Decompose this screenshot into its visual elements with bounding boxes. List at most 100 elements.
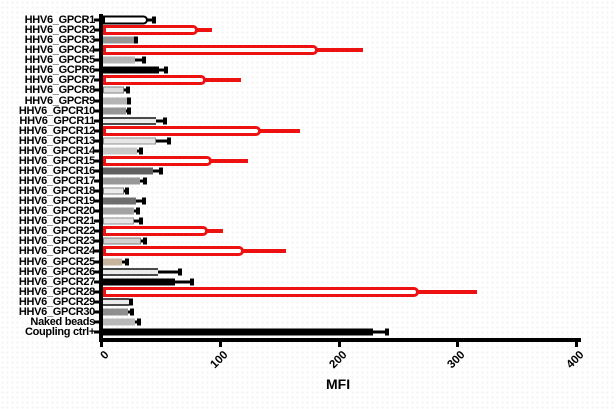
category-label: HHV6_GPCR23 [18, 235, 95, 248]
bar [103, 226, 208, 237]
y-axis-tick [94, 249, 99, 253]
bar [103, 267, 158, 276]
bar-track [103, 267, 616, 277]
bar-track [103, 327, 616, 337]
y-axis-line [99, 14, 103, 342]
bar-track [103, 186, 616, 196]
error-bar-cap [135, 207, 140, 215]
category-label: HHV6_GPCR4 [24, 44, 96, 57]
bar-track [103, 277, 616, 287]
category-label: HHV6_GPCR30 [18, 305, 95, 318]
bar [103, 36, 134, 44]
bar-row: HHV6_GPCR29 [0, 296, 616, 307]
category-label: HHV6_GPCR17 [18, 175, 95, 188]
bar-track [103, 196, 616, 206]
category-label: HHV6_GPCR7 [24, 74, 96, 87]
bar-track [103, 25, 616, 36]
bar [103, 137, 157, 145]
x-axis-line [99, 338, 581, 342]
category-label: HHV6_GPCR19 [18, 195, 95, 208]
category-label: HHV6_GPCR8 [24, 84, 96, 97]
y-axis-tick [94, 48, 99, 52]
bar [103, 237, 141, 245]
category-label: HHV6_GPCR1 [24, 14, 96, 27]
x-tick-label: 100 [208, 349, 231, 372]
y-axis-tick [94, 270, 99, 274]
error-bar-cap [136, 318, 141, 326]
bar-row: HHV6_GPCR20 [0, 206, 616, 217]
category-label: HHV6_GPCR12 [18, 124, 95, 137]
bar-track [103, 45, 616, 56]
bar [103, 15, 149, 25]
category-label: HHV6_GPCR27 [18, 275, 95, 288]
bar-track [103, 297, 616, 307]
bar [103, 328, 373, 336]
bar-track [103, 85, 616, 95]
bar-track [103, 106, 616, 116]
y-axis-tick [94, 38, 99, 42]
y-axis-tick [94, 239, 99, 243]
bar-row: HHV6_GPCR7 [0, 74, 616, 87]
bar [103, 207, 134, 215]
bar [103, 286, 419, 297]
category-label: HHV6_GPCR24 [18, 245, 95, 258]
bar-row: HHV6_GCPR6 [0, 65, 616, 76]
error-bar-cap [141, 197, 146, 205]
error-bar-cap [164, 66, 169, 74]
y-axis-tick [94, 209, 99, 213]
bar-track [103, 176, 616, 186]
error-bar-cap [139, 147, 144, 155]
bar [103, 297, 130, 306]
error-bar-cap [159, 167, 164, 175]
error-bar-cap [139, 217, 144, 225]
bar [103, 25, 198, 36]
y-axis-tick [94, 159, 99, 163]
bar [103, 197, 137, 205]
y-axis-tick [94, 199, 99, 203]
y-axis-tick [94, 88, 99, 92]
bar-row: HHV6_GPCR2 [0, 25, 616, 36]
bar [103, 56, 136, 64]
category-label: HHV6_GPCR26 [18, 265, 95, 278]
bar [103, 45, 318, 56]
error-bar-cap [128, 298, 133, 306]
bar-row: HHV6_GPCR8 [0, 84, 616, 97]
bar-track [103, 96, 616, 106]
category-label: HHV6_GPCR18 [18, 185, 95, 198]
category-label: Naked beads [30, 315, 95, 328]
bar [103, 125, 261, 136]
x-tick-label: 300 [445, 349, 468, 372]
bar-row: HHV6_GPCR18 [0, 185, 616, 198]
y-axis-tick [94, 189, 99, 193]
bar-track [103, 55, 616, 65]
y-axis-tick [94, 290, 99, 294]
bar-track [103, 257, 616, 267]
bar-row: HHV6_GPCR9 [0, 94, 616, 107]
category-label: HHV6_GPCR9 [24, 94, 96, 107]
bar-track [103, 226, 616, 237]
bar-row: HHV6_GPCR21 [0, 216, 616, 227]
x-axis-tick [100, 342, 103, 347]
bar-track [103, 125, 616, 136]
bar-track [103, 155, 616, 166]
y-axis-tick [94, 139, 99, 143]
y-axis-tick [94, 260, 99, 264]
y-axis-tick [94, 129, 99, 133]
category-label: Coupling ctrl+ [24, 325, 95, 338]
y-axis-tick [94, 229, 99, 233]
category-label: HHV6_GPCR16 [18, 164, 95, 177]
y-axis-tick [94, 68, 99, 72]
bar [103, 97, 127, 105]
bar-track [103, 317, 616, 327]
bar [103, 75, 207, 86]
bar-track [103, 15, 616, 25]
bar-row: HHV6_GPCR5 [0, 55, 616, 66]
error-bar-cap [385, 328, 389, 336]
error-bar-cap [124, 258, 129, 266]
bar [103, 167, 153, 175]
bar-row: HHV6_GPCR30 [0, 305, 616, 318]
error-bar-cap [178, 268, 183, 276]
bar-row: HHV6_GPCR25 [0, 256, 616, 267]
error-bar-cap [152, 16, 157, 24]
error-bar-cap [126, 86, 131, 94]
